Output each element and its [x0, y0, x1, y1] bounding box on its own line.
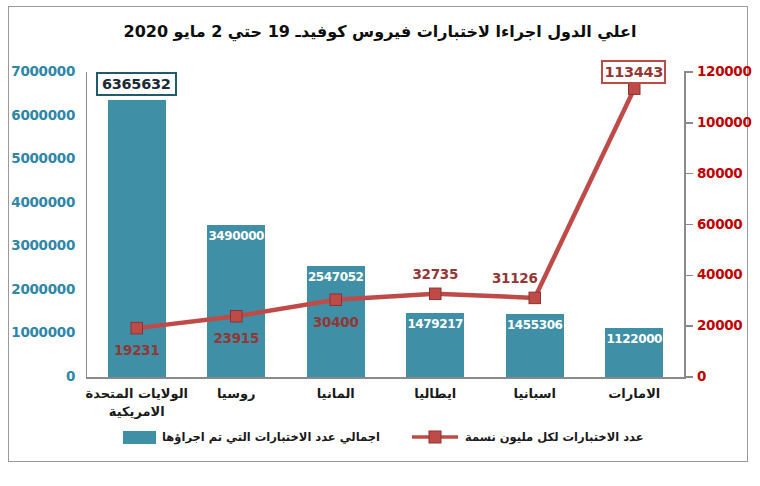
line-value-label: 31126 [480, 270, 550, 286]
line-value-label-boxed: 113443 [601, 60, 666, 84]
line-marker [131, 322, 143, 334]
legend-label-tests-per-million: عدد الاختبارات لكل مليون نسمة [465, 430, 644, 444]
line-value-label: 19231 [102, 342, 172, 358]
line-value-label: 23915 [201, 330, 271, 346]
legend-item-tests-per-million: عدد الاختبارات لكل مليون نسمة [412, 430, 644, 444]
line-marker [231, 310, 243, 322]
category-label: روسيا [188, 385, 284, 403]
bar-series-swatch-icon [123, 431, 156, 444]
category-label: الامارات [586, 385, 682, 403]
line-marker [430, 288, 442, 300]
category-label: اسبانيا [487, 385, 583, 403]
category-label: الولايات المتحدة الامريكية [75, 385, 199, 421]
line-marker [529, 292, 541, 304]
legend-label-total-tests: اجمالي عدد الاختبارات التي تم اجراؤها [162, 430, 380, 444]
category-label: ايطاليا [387, 385, 483, 403]
legend-item-total-tests: اجمالي عدد الاختبارات التي تم اجراؤها [123, 430, 380, 444]
line-value-label: 30400 [301, 314, 371, 330]
category-label: المانيا [288, 385, 384, 403]
line-series-marker-icon [412, 430, 458, 444]
line-marker [330, 294, 342, 306]
line-value-label: 32735 [400, 266, 470, 282]
line-marker [629, 83, 641, 95]
